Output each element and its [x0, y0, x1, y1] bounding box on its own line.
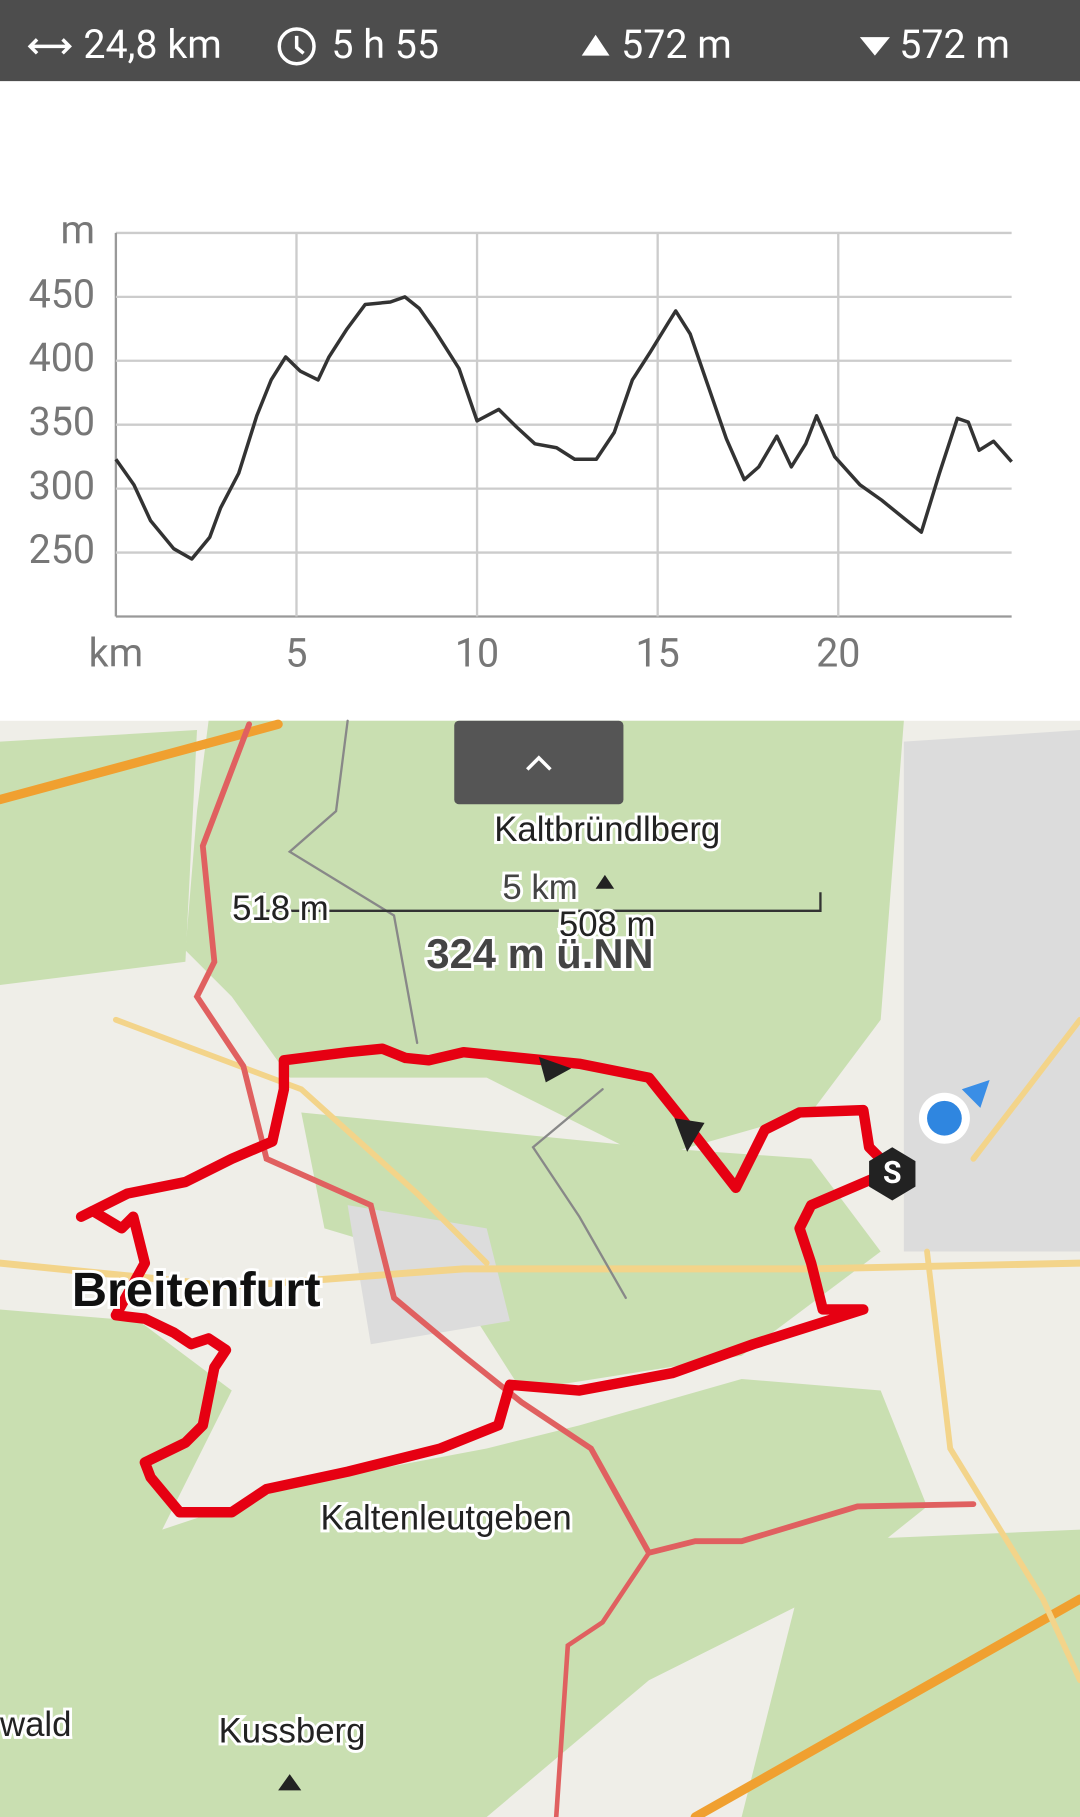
collapse-button[interactable]: [454, 720, 624, 805]
duration: 5 h 55: [331, 21, 439, 68]
current-elevation: 324 m ü.NN: [426, 930, 653, 977]
peak-label: Kaltbründlberg: [494, 811, 720, 849]
x-tick-label: 10: [455, 629, 499, 676]
collapse-icon[interactable]: [526, 755, 552, 771]
town-label: Kaltenleutgeben: [321, 1500, 572, 1538]
distance: 24,8 km: [83, 21, 221, 68]
location-dot: [927, 1100, 962, 1136]
route: [75, 1043, 898, 1518]
descent: 572 m: [899, 21, 1010, 68]
x-tick-label: 15: [636, 629, 680, 676]
elevation-label: 518 m: [232, 890, 329, 928]
y-tick-label: 350: [29, 398, 95, 445]
town-label: wald: [0, 1706, 71, 1744]
start-marker: [869, 1147, 916, 1201]
scale-bar: [263, 892, 822, 912]
icons: [27, 27, 316, 66]
x-tick-label: 20: [816, 629, 860, 676]
scale-label: 5 km: [502, 869, 577, 907]
collapse-button-bg[interactable]: [454, 720, 624, 805]
peak-label: Kussberg: [219, 1713, 366, 1751]
map: Kaltbründlberg 5 km 518 m 508 m 324 m ü.…: [0, 719, 1080, 1817]
y-tick-label: 400: [29, 334, 95, 381]
y-tick-label: 250: [29, 526, 95, 573]
heading: [961, 1080, 990, 1108]
stats-bar: [0, 0, 1080, 82]
start-label: S: [883, 1156, 902, 1191]
x-axis-label: km: [89, 629, 143, 676]
y-axis-label: m: [60, 206, 95, 253]
x-tick-label: 5: [285, 629, 307, 676]
y-tick-label: 300: [29, 462, 95, 509]
direction-arrows: [538, 1056, 705, 1152]
elevation-chart: m km 250 300 350 400 450 5 10 15 20: [29, 206, 1013, 676]
town-label: Breitenfurt: [72, 1263, 321, 1317]
elevation-line: [114, 295, 1013, 561]
y-tick-label: 450: [29, 270, 95, 317]
ascent: 572 m: [621, 21, 732, 68]
elevation-label: 508 m: [559, 906, 656, 944]
